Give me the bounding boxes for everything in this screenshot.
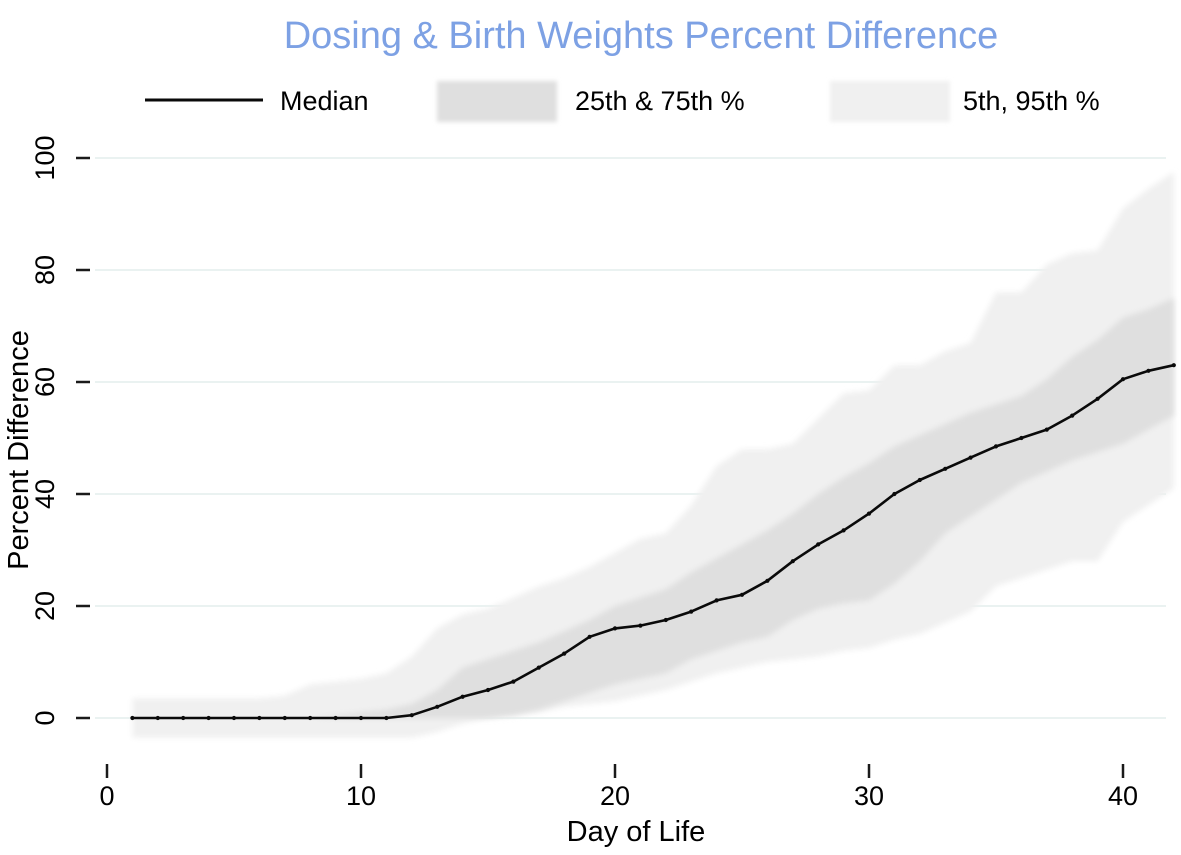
median-marker bbox=[181, 715, 186, 721]
median-marker bbox=[587, 634, 592, 639]
median-marker bbox=[866, 511, 872, 516]
band-outer bbox=[132, 172, 1174, 738]
median-marker bbox=[282, 715, 287, 721]
band-iqr bbox=[132, 298, 1174, 718]
median-marker bbox=[536, 665, 541, 670]
median-marker bbox=[257, 715, 262, 721]
median-marker bbox=[739, 592, 745, 597]
legend: Median 25th & 75th % 5th, 95th % bbox=[145, 81, 1100, 122]
percentile-bands bbox=[132, 172, 1174, 738]
median-marker bbox=[993, 444, 999, 449]
median-marker bbox=[130, 715, 135, 721]
median-marker bbox=[1120, 377, 1126, 382]
y-axis-title: Percent Difference bbox=[3, 330, 35, 570]
median-marker bbox=[968, 455, 973, 460]
median-marker bbox=[562, 651, 567, 656]
x-tick-label-20: 20 bbox=[600, 781, 630, 811]
x-tick-label-0: 0 bbox=[99, 781, 114, 811]
y-tick-label-60: 60 bbox=[30, 367, 60, 397]
median-marker bbox=[689, 609, 694, 614]
median-marker bbox=[384, 715, 389, 721]
median-marker bbox=[485, 687, 491, 693]
x-axis-title: Day of Life bbox=[567, 816, 706, 848]
legend-iqr-label: 25th & 75th % bbox=[575, 86, 745, 116]
y-tick-label-100: 100 bbox=[30, 135, 60, 180]
median-line-layer bbox=[130, 363, 1176, 721]
median-marker bbox=[460, 694, 465, 699]
median-marker bbox=[1044, 427, 1049, 432]
gridlines bbox=[95, 157, 1166, 719]
median-marker bbox=[206, 715, 211, 721]
median-marker bbox=[1095, 396, 1100, 401]
median-marker bbox=[1070, 413, 1075, 418]
median-marker bbox=[231, 715, 237, 721]
median-marker bbox=[333, 715, 338, 721]
legend-iqr-swatch bbox=[437, 81, 557, 122]
axis-tick-labels: 0 20 40 60 80 100 0 10 20 30 40 bbox=[30, 135, 1138, 811]
median-marker bbox=[917, 477, 922, 483]
median-marker bbox=[155, 715, 160, 721]
median-marker bbox=[511, 679, 516, 684]
y-tick-label-0: 0 bbox=[30, 710, 60, 725]
median-marker bbox=[1019, 435, 1024, 441]
median-marker bbox=[790, 559, 795, 564]
median-marker bbox=[612, 626, 618, 631]
median-marker bbox=[841, 528, 846, 533]
median-line bbox=[132, 363, 1175, 720]
x-tick-label-10: 10 bbox=[346, 781, 376, 811]
median-marker bbox=[638, 623, 643, 628]
median-marker bbox=[765, 578, 770, 583]
x-tick-label-40: 40 bbox=[1108, 781, 1138, 811]
median-marker bbox=[409, 713, 414, 718]
x-tick-label-30: 30 bbox=[854, 781, 884, 811]
axis-ticks bbox=[76, 156, 1125, 778]
median-marker bbox=[308, 715, 313, 721]
median-marker bbox=[816, 542, 821, 547]
median-marker bbox=[892, 491, 897, 497]
chart-title: Dosing & Birth Weights Percent Differenc… bbox=[284, 15, 999, 57]
median-marker bbox=[663, 617, 668, 623]
legend-outer-swatch bbox=[830, 81, 950, 122]
y-tick-label-20: 20 bbox=[30, 591, 60, 621]
legend-outer-label: 5th, 95th % bbox=[963, 86, 1100, 116]
legend-median-label: Median bbox=[280, 86, 369, 116]
median-marker bbox=[358, 715, 364, 721]
median-marker bbox=[1146, 368, 1151, 373]
median-marker bbox=[1171, 363, 1176, 368]
y-tick-label-40: 40 bbox=[30, 479, 60, 509]
median-marker bbox=[714, 598, 719, 603]
y-tick-label-80: 80 bbox=[30, 255, 60, 285]
median-marker bbox=[435, 704, 440, 709]
median-marker bbox=[943, 466, 948, 471]
